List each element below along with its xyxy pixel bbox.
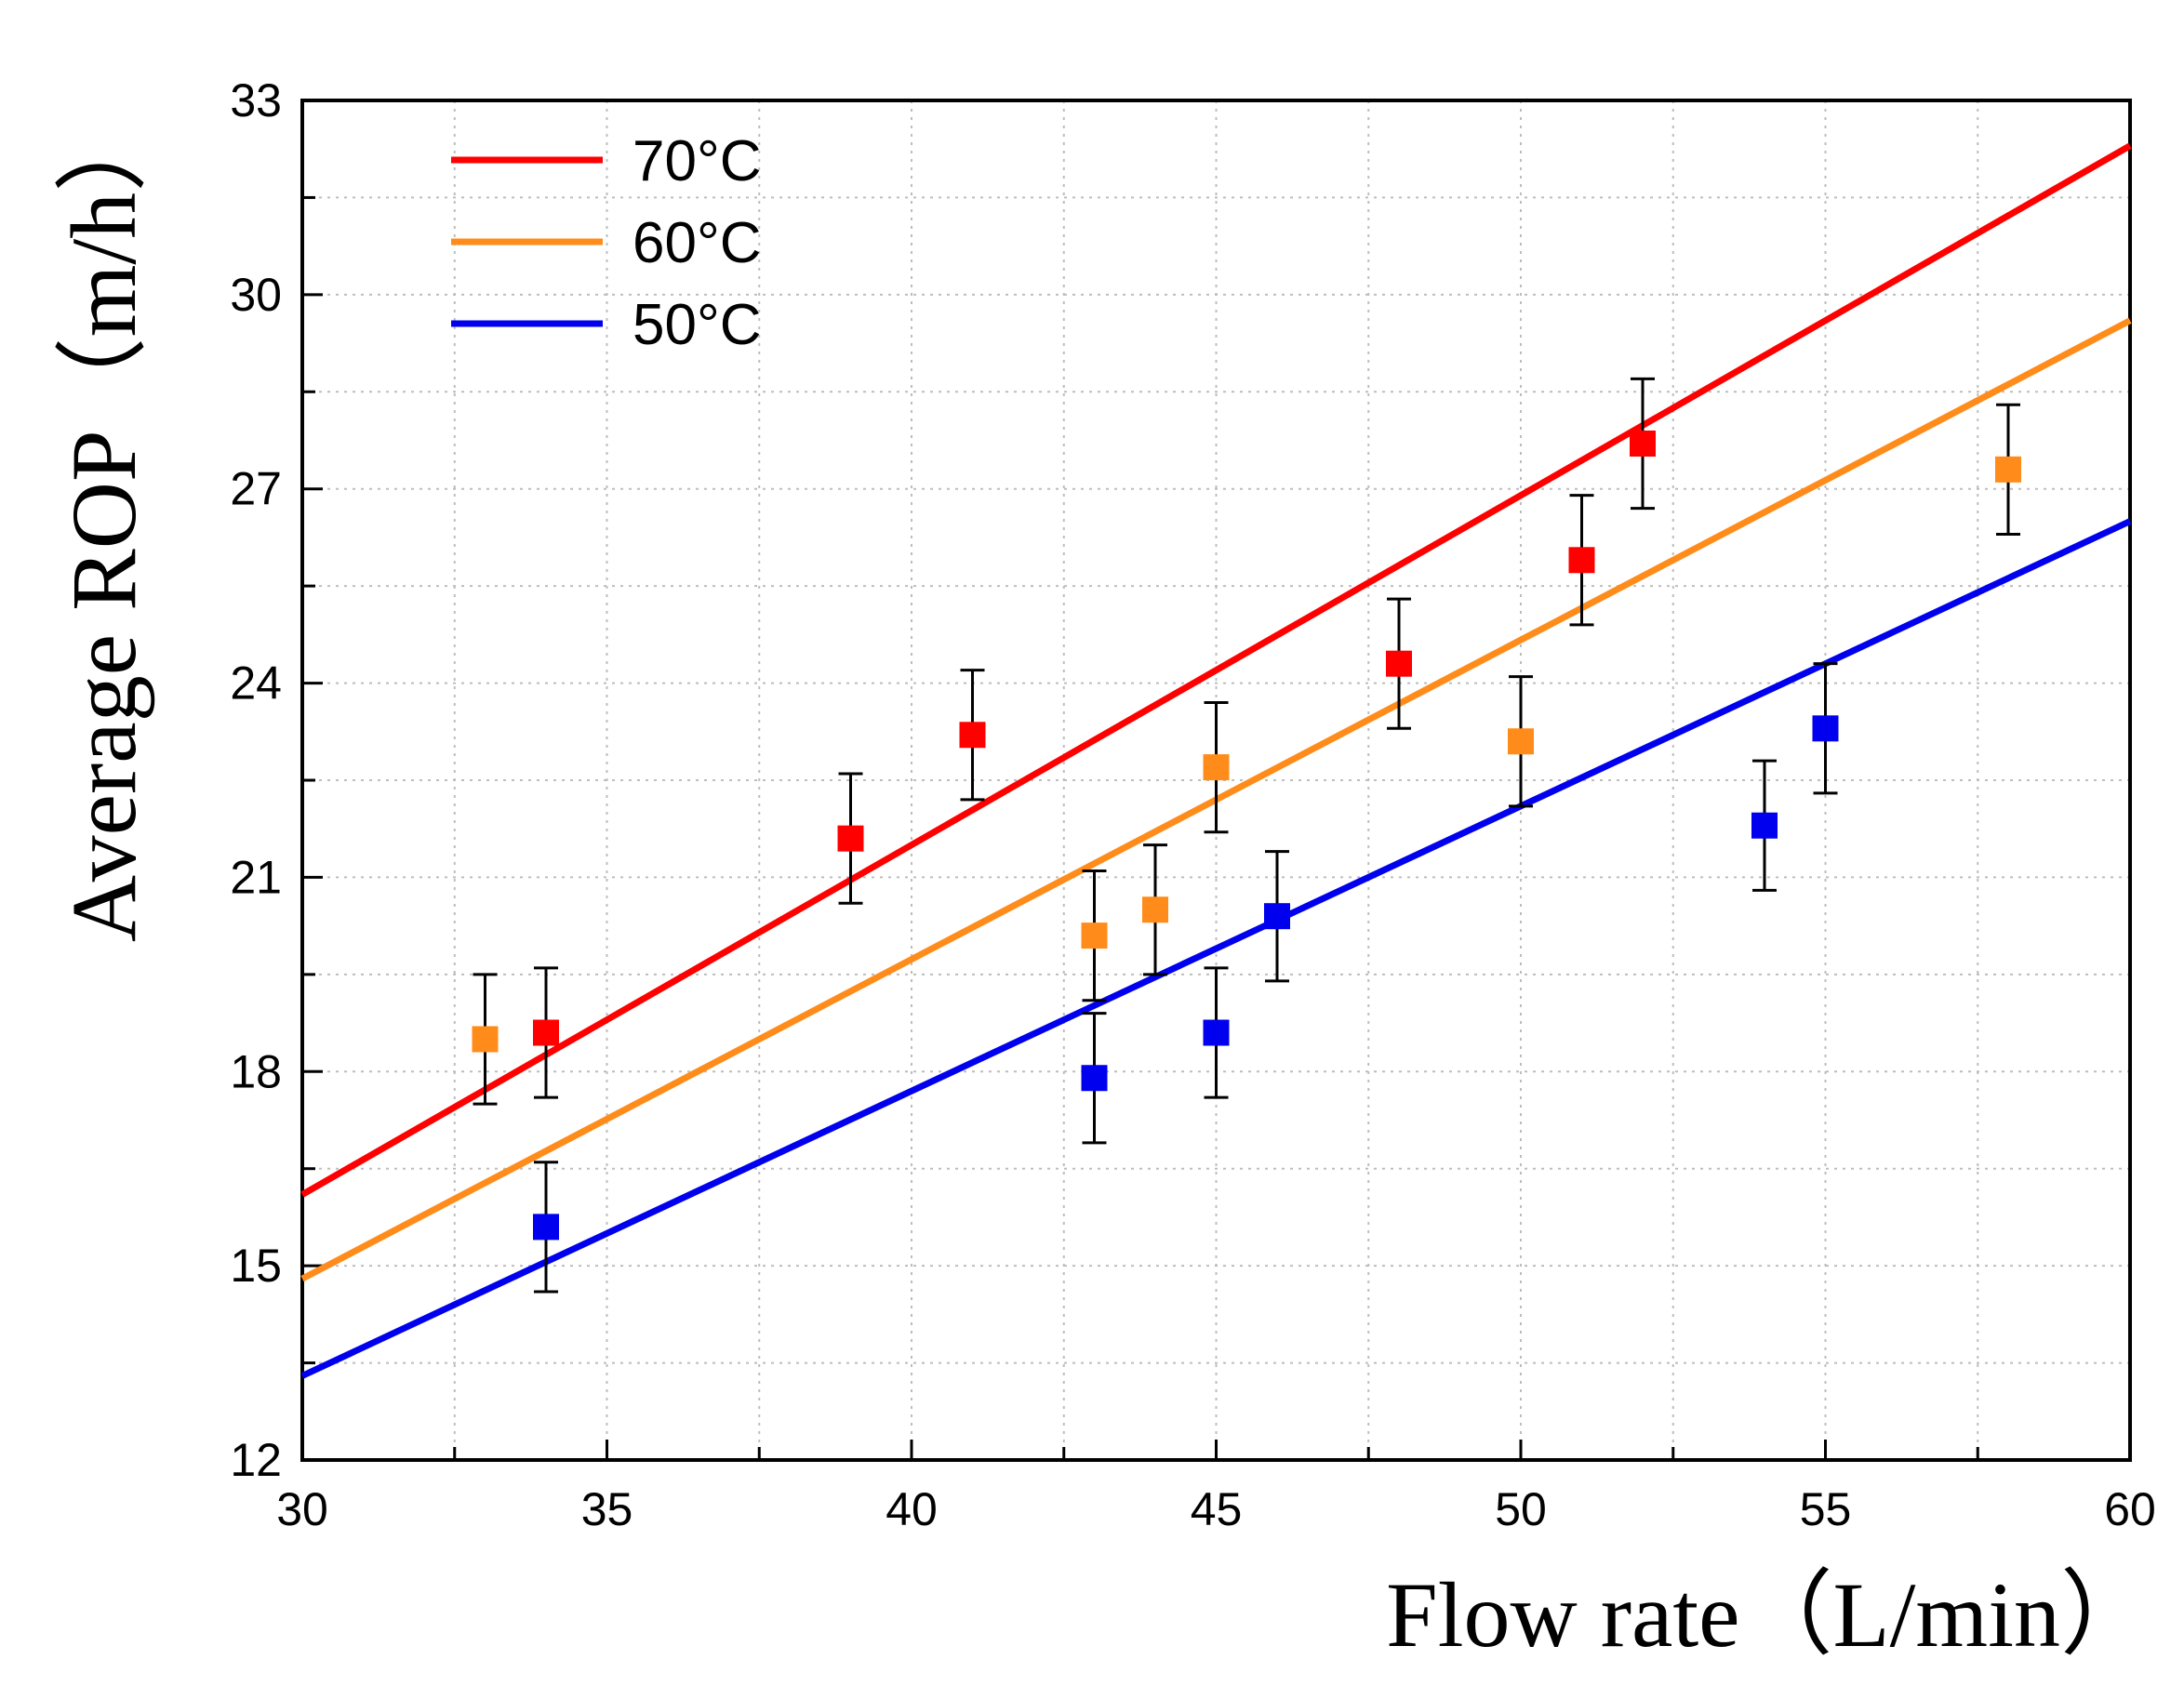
marker-50C: [1751, 812, 1778, 839]
marker-60C: [1203, 754, 1230, 781]
x-tick-label: 60: [2104, 1483, 2156, 1535]
x-tick-label: 40: [886, 1483, 938, 1535]
marker-70C: [837, 825, 864, 852]
marker-70C: [1630, 430, 1656, 457]
legend: 70°C 60°C 50°C: [451, 129, 762, 357]
marker-50C: [1264, 903, 1290, 930]
point-70C: [1630, 377, 1656, 511]
point-50C: [1081, 1012, 1108, 1145]
x-tick-label: 35: [581, 1483, 633, 1535]
marker-70C: [1568, 547, 1595, 574]
y-tick-label: 27: [230, 463, 282, 515]
point-70C: [1568, 494, 1595, 627]
legend-label-50C: 50°C: [633, 293, 762, 357]
point-60C: [1142, 843, 1168, 976]
point-60C: [472, 973, 499, 1106]
legend-label-70C: 70°C: [633, 129, 762, 193]
marker-60C: [1081, 923, 1108, 949]
y-tick-label: 18: [230, 1045, 282, 1097]
y-tick-label: 21: [230, 851, 282, 903]
y-tick-label: 15: [230, 1240, 282, 1292]
point-60C: [1508, 675, 1534, 808]
axes: 30 35 40 45 50 55 60 12 15 18 21 24 27 30 33: [230, 74, 2155, 1535]
x-axis-title: Flow rate（L/min）: [1386, 1563, 2153, 1666]
point-60C: [1203, 700, 1230, 834]
y-axis-title: Average ROP（m/h）: [52, 100, 155, 942]
x-tick-label: 45: [1191, 1483, 1243, 1535]
marker-50C: [533, 1214, 559, 1241]
marker-50C: [1081, 1065, 1108, 1092]
data-points: [472, 377, 2021, 1294]
x-tick-label: 30: [276, 1483, 328, 1535]
point-50C: [1751, 759, 1778, 892]
y-tick-label: 30: [230, 269, 282, 321]
point-60C: [1995, 403, 2021, 536]
x-tick-label: 55: [1800, 1483, 1852, 1535]
point-70C: [837, 772, 864, 905]
marker-60C: [472, 1026, 499, 1053]
marker-60C: [1142, 896, 1168, 923]
y-tick-label: 24: [230, 657, 282, 710]
point-60C: [1081, 869, 1108, 1002]
y-tick-label: 33: [230, 74, 282, 126]
fit-line-70C: [300, 142, 2132, 1198]
marker-50C: [1812, 715, 1839, 742]
marker-70C: [959, 722, 986, 749]
point-50C: [1203, 966, 1230, 1099]
point-70C: [959, 669, 986, 802]
point-50C: [1264, 850, 1290, 983]
point-70C: [1386, 597, 1412, 730]
point-50C: [533, 1161, 559, 1294]
legend-label-60C: 60°C: [633, 211, 762, 275]
point-50C: [1812, 662, 1839, 795]
y-tick-label: 12: [230, 1434, 282, 1486]
x-tick-label: 50: [1495, 1483, 1547, 1535]
marker-50C: [1203, 1019, 1230, 1046]
point-70C: [533, 966, 559, 1099]
marker-60C: [1995, 456, 2021, 483]
marker-70C: [1386, 650, 1412, 677]
marker-70C: [533, 1019, 559, 1046]
marker-60C: [1508, 728, 1534, 755]
